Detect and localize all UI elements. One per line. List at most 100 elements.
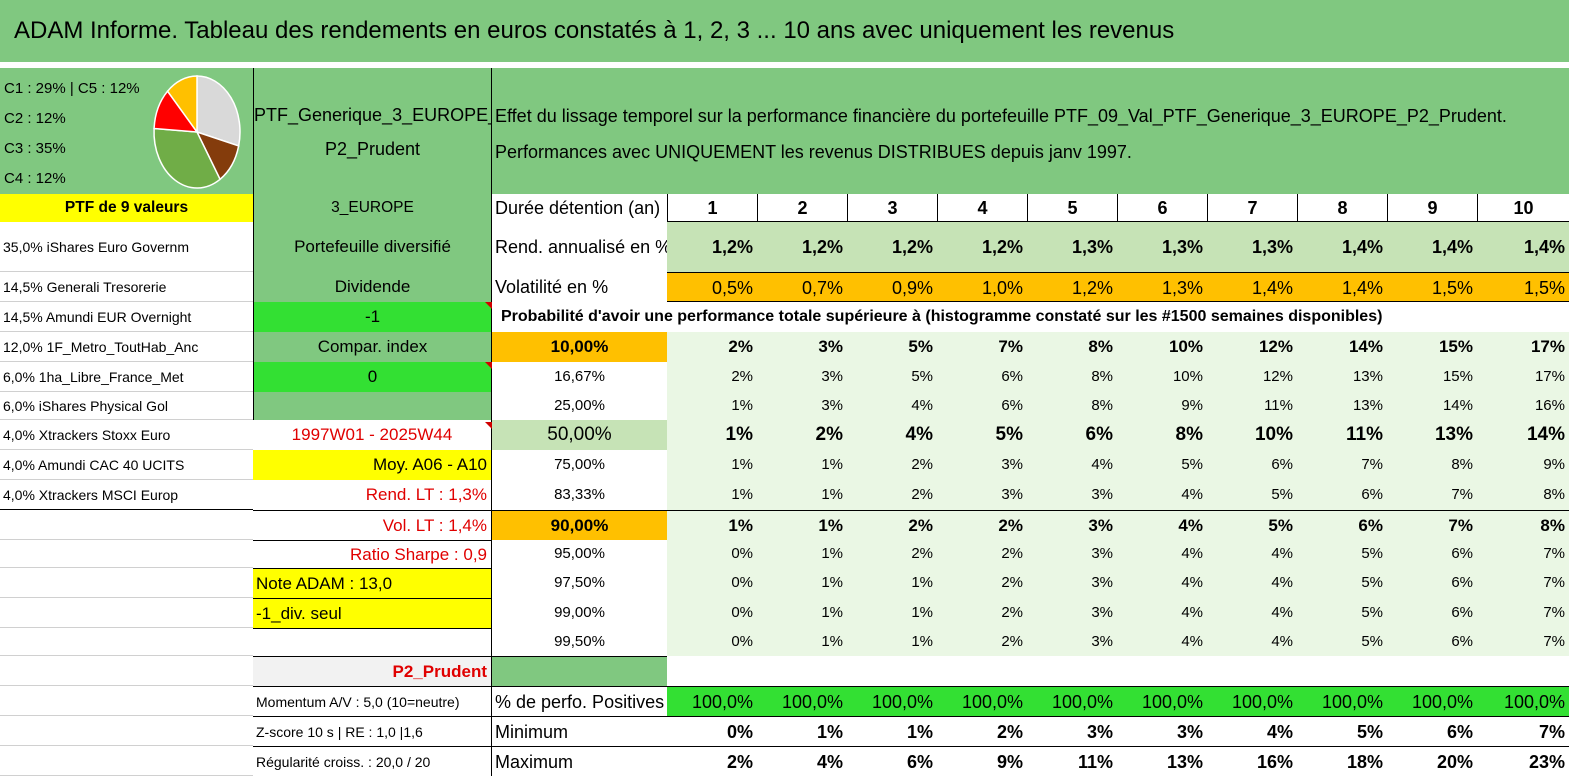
prob-value: 14%: [1297, 332, 1387, 362]
empty-cell: [0, 598, 253, 628]
prob-threshold: 10,00%: [492, 332, 667, 362]
pos-label: % de perfo. Positives: [492, 686, 667, 716]
empty-cell: [0, 686, 253, 716]
holding-item: 35,0% iShares Euro Governm: [0, 222, 253, 272]
prob-value: 4%: [1117, 568, 1207, 598]
prob-value: 3%: [1027, 598, 1117, 628]
prob-value: 1%: [667, 510, 757, 540]
pie-slice-c3: [153, 127, 221, 189]
comment-marker: [485, 362, 492, 369]
year-header: 3: [847, 194, 937, 222]
vol-value: 1,4%: [1207, 272, 1297, 302]
page-title: ADAM Informe. Tableau des rendements en …: [0, 0, 1569, 62]
prob-value: 5%: [847, 362, 937, 392]
year-header: 7: [1207, 194, 1297, 222]
prob-value: 2%: [847, 480, 937, 510]
prob-value: 6%: [937, 362, 1027, 392]
prob-value: 0%: [667, 568, 757, 598]
prob-value: 2%: [937, 568, 1027, 598]
prob-threshold: 97,50%: [554, 574, 605, 591]
prob-value: 4%: [1117, 628, 1207, 656]
empty-cell: [0, 568, 253, 598]
prob-value: 5%: [1117, 450, 1207, 480]
rend-lt-label: Rend. LT : 1,3%: [253, 480, 492, 510]
prob-value: 8%: [1027, 332, 1117, 362]
empty-cell: [0, 716, 253, 746]
legend-item: C4 : 12%: [4, 170, 66, 187]
portfolio-name-line1: PTF_Generique_3_EUROPE_: [254, 105, 492, 125]
prob-value: 11%: [1207, 392, 1297, 420]
max-value: 13%: [1117, 746, 1207, 776]
positive-value: 100,0%: [1297, 686, 1387, 716]
prob-value: 15%: [1387, 332, 1477, 362]
sharpe-label: Ratio Sharpe : 0,9: [253, 540, 492, 568]
prob-value: 8%: [1027, 362, 1117, 392]
min-value: 0%: [667, 716, 757, 746]
empty-cell: [0, 628, 253, 656]
vol-lt-label: Vol. LT : 1,4%: [253, 510, 492, 540]
note-adam-label: Note ADAM : 13,0: [253, 568, 492, 598]
portfolio-count: PTF de 9 valeurs: [0, 194, 253, 222]
max-value: 11%: [1027, 746, 1117, 776]
year-header: 8: [1297, 194, 1387, 222]
prob-value: 10%: [1117, 332, 1207, 362]
prob-value: 2%: [937, 540, 1027, 568]
empty-info-cell: [253, 628, 492, 656]
rend-label: Rend. annualisé en %: [495, 237, 667, 257]
prob-value: 4%: [1117, 540, 1207, 568]
prob-value: 3%: [757, 392, 847, 420]
prob-value: 7%: [1387, 480, 1477, 510]
prob-value: 9%: [1477, 450, 1569, 480]
prob-value: 6%: [1387, 628, 1477, 656]
prob-value: 6%: [937, 392, 1027, 420]
max-value: 2%: [667, 746, 757, 776]
min-value: 2%: [937, 716, 1027, 746]
prob-value: 2%: [757, 420, 847, 450]
prob-value: 6%: [1297, 510, 1387, 540]
prob-threshold: 16,67%: [554, 368, 605, 385]
rend-value: 1,4%: [1477, 222, 1569, 272]
prob-value: 4%: [1207, 628, 1297, 656]
prob-value: 7%: [937, 332, 1027, 362]
diversified-label: Portefeuille diversifié: [253, 222, 492, 272]
min-value: 7%: [1477, 716, 1569, 746]
comment-marker: [485, 422, 492, 429]
prob-value: 9%: [1117, 392, 1207, 420]
portfolio-name-line2: P2_Prudent: [324, 139, 421, 159]
min-value: 1%: [757, 716, 847, 746]
prob-value: 3%: [937, 480, 1027, 510]
prob-value: 14%: [1387, 392, 1477, 420]
prob-value: 12%: [1207, 332, 1297, 362]
dividend-label: Dividende: [253, 272, 492, 302]
prob-value: 13%: [1297, 362, 1387, 392]
vol-value: 1,0%: [937, 272, 1027, 302]
prob-value: 3%: [757, 332, 847, 362]
prob-value: 3%: [937, 450, 1027, 480]
prob-value: 3%: [1027, 540, 1117, 568]
legend-item: C3 : 35%: [4, 140, 66, 157]
prob-value: 7%: [1297, 450, 1387, 480]
prob-value: 4%: [1117, 510, 1207, 540]
rend-value: 1,2%: [937, 222, 1027, 272]
prob-value: 10%: [1117, 362, 1207, 392]
prob-value: 2%: [937, 628, 1027, 656]
max-value: 23%: [1477, 746, 1569, 776]
prob-value: 7%: [1387, 510, 1477, 540]
positive-value: 100,0%: [757, 686, 847, 716]
min-value: 5%: [1297, 716, 1387, 746]
description-line1: Effet du lissage temporel sur la perform…: [495, 106, 1507, 126]
positive-value: 100,0%: [667, 686, 757, 716]
prob-value: 17%: [1477, 362, 1569, 392]
prob-value: 1%: [667, 480, 757, 510]
holding-item: 14,5% Generali Tresorerie: [0, 272, 253, 302]
prob-value: 13%: [1297, 392, 1387, 420]
max-value: 16%: [1207, 746, 1297, 776]
pie-legend: C1 : 29% | C5 : 12% C2 : 12% C3 : 35% C4…: [4, 74, 154, 194]
pie-slice-c1: [196, 75, 241, 147]
year-header: 9: [1387, 194, 1477, 222]
prob-value: 0%: [667, 598, 757, 628]
positive-value: 100,0%: [937, 686, 1027, 716]
profile-swatch: [492, 656, 667, 686]
year-header: 1: [667, 194, 757, 222]
prob-value: 1%: [757, 598, 847, 628]
